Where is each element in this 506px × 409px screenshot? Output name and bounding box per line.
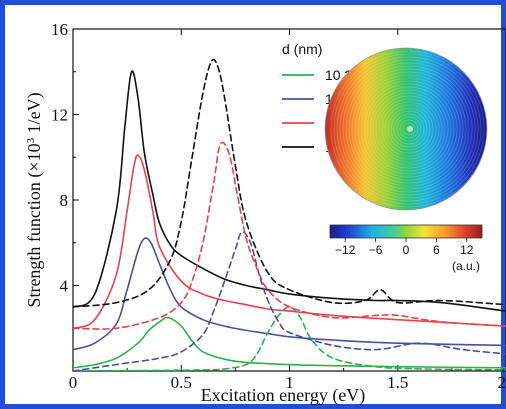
disk-contour — [387, 107, 431, 151]
disk-contour — [402, 122, 416, 136]
series-line-17.2-dashed — [73, 58, 506, 308]
series-line-10.2-dashed — [73, 306, 506, 371]
y-axis-label: Strength function (×103 1/eV) — [24, 92, 45, 307]
y-tick-label: 16 — [51, 20, 68, 39]
colorbar — [329, 224, 483, 239]
inset-colormap: −12 −6 0 6 12 (a.u.) — [324, 47, 488, 273]
disk-contour — [384, 104, 434, 154]
colorbar-tick-label: −12 — [335, 243, 356, 257]
colorbar-tick-label: 12 — [460, 243, 474, 257]
disk-contour — [381, 101, 437, 157]
disk-contour — [336, 56, 482, 202]
colorbar-tick-label: 6 — [433, 243, 440, 257]
inset-disk-center — [407, 126, 413, 132]
disk-contour — [348, 68, 470, 190]
disk-contour — [375, 95, 443, 163]
disk-contour — [342, 62, 476, 196]
x-tick-label: 2 — [498, 373, 506, 392]
legend-title: d (nm) — [282, 41, 322, 57]
colorbar-tick-label: −6 — [369, 243, 383, 257]
x-tick-label: 0 — [69, 373, 78, 392]
series-line-10.2-solid — [73, 316, 506, 369]
disk-contour — [363, 83, 455, 175]
x-tick-label: 1.5 — [387, 373, 408, 392]
series-line-14.9-dashed — [73, 141, 506, 330]
x-axis-label: Excitation energy (eV) — [201, 385, 366, 406]
disk-contour — [393, 113, 425, 145]
inset-disk — [324, 47, 488, 211]
disk-contour — [390, 110, 428, 148]
inset-disk-contours — [330, 50, 488, 208]
disk-contour — [357, 77, 461, 181]
disk-contour — [369, 89, 449, 169]
disk-contour — [330, 50, 488, 208]
plot-axes: 0 0.5 1 1.5 2 4 8 12 16 — [51, 20, 506, 392]
disk-contour — [360, 80, 458, 178]
disk-contour — [366, 86, 452, 172]
disk-contour — [354, 74, 464, 184]
colorbar-tick-label: 0 — [403, 243, 410, 257]
colorbar-ticks: −12 −6 0 6 12 — [335, 238, 474, 257]
series-layer — [73, 58, 506, 371]
colorbar-unit: (a.u.) — [452, 259, 480, 273]
disk-contour — [345, 65, 473, 193]
x-tick-label: 1 — [285, 373, 294, 392]
disk-contour — [351, 71, 467, 187]
disk-contour — [378, 98, 440, 160]
disk-contour — [372, 92, 446, 166]
y-tick-label: 4 — [60, 277, 69, 296]
disk-contour — [339, 59, 479, 199]
disk-contour — [396, 116, 422, 142]
series-line-12.1-dashed — [73, 231, 506, 371]
y-tick-label: 12 — [51, 106, 68, 125]
x-tick-label: 0.5 — [171, 373, 192, 392]
disk-contour — [333, 53, 485, 205]
y-tick-label: 8 — [60, 191, 69, 210]
disk-contour — [399, 119, 419, 139]
